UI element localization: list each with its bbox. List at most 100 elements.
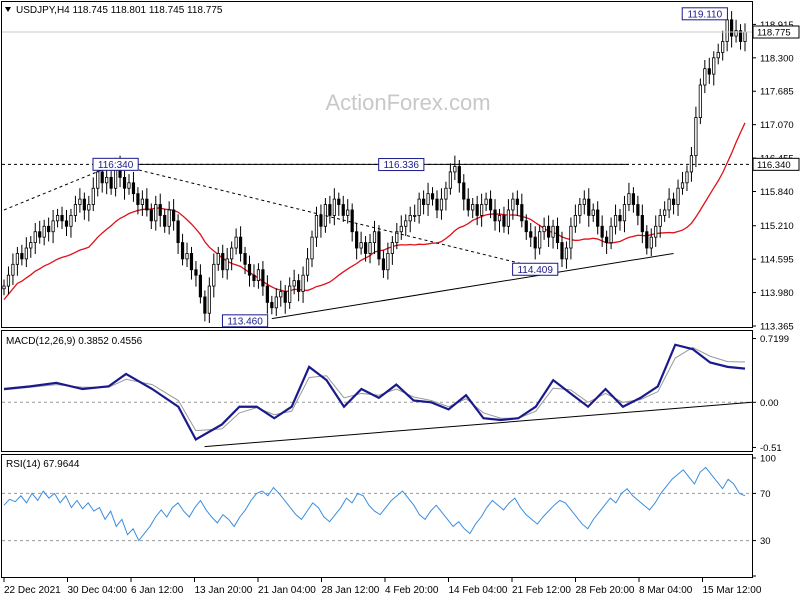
candle-body <box>176 220 180 243</box>
rsi-panel-frame <box>1 454 753 578</box>
candle-body <box>212 263 216 287</box>
candle-body <box>122 176 127 189</box>
x-tick-label: 6 Jan 12:00 <box>131 585 184 596</box>
macd-main-line <box>3 343 746 442</box>
candle-body <box>663 209 667 216</box>
candle-body <box>377 231 381 260</box>
last-price-tag-box <box>752 25 800 39</box>
candle-body <box>613 215 618 227</box>
candle-body <box>167 209 171 227</box>
candle-body <box>631 193 636 205</box>
x-tick-label: 4 Feb 20:00 <box>385 585 439 596</box>
candle-body <box>622 204 627 222</box>
collapse-triangle-icon[interactable] <box>5 7 11 12</box>
macd-tick-label: 0.7199 <box>760 334 789 345</box>
macd-panel-frame <box>1 330 753 452</box>
candle-body <box>11 263 15 276</box>
candle-body <box>381 258 386 271</box>
x-tick-label: 28 Jan 12:00 <box>322 585 380 596</box>
candle-body <box>234 236 238 249</box>
candle-body <box>149 209 153 222</box>
candle-body <box>359 242 363 249</box>
candle-body <box>422 198 426 205</box>
candle-body <box>180 242 185 260</box>
annotation-label: 114.409 <box>517 265 553 276</box>
candle-body <box>261 269 265 287</box>
x-tick-label: 15 Mar 12:00 <box>703 585 762 596</box>
candle-body <box>680 182 685 189</box>
trend-line <box>3 163 116 211</box>
candle-body <box>488 198 493 211</box>
candle-body <box>698 84 702 118</box>
x-tick-label: 21 Feb 12:00 <box>512 585 571 596</box>
candle-body <box>738 30 743 42</box>
candle-body <box>283 291 287 303</box>
price-tick-label: 115.210 <box>760 221 794 232</box>
annotation-label: 116.336 <box>384 160 420 171</box>
candle-body <box>105 176 109 184</box>
candle-body <box>453 166 457 173</box>
candle-body <box>91 187 95 205</box>
candle-body <box>636 204 640 216</box>
candle-body <box>38 231 42 238</box>
candle-body <box>546 225 551 238</box>
price-tick-label: 113.980 <box>760 288 794 299</box>
candle-body <box>42 225 46 238</box>
candle-body <box>69 215 73 227</box>
candle-body <box>480 204 484 216</box>
candle-body <box>109 176 113 189</box>
candle-body <box>587 198 591 216</box>
candle-body <box>24 247 28 260</box>
candle-body <box>337 198 341 205</box>
candle-body <box>386 253 390 271</box>
candle-body <box>542 225 546 233</box>
candle-body <box>609 225 613 243</box>
candle-body <box>439 198 444 211</box>
candle-body <box>314 215 319 238</box>
candle-body <box>203 296 207 314</box>
x-tick-label: 22 Dec 2021 <box>4 585 61 596</box>
candle-body <box>694 117 698 157</box>
candle-body <box>243 253 247 265</box>
candle-body <box>225 258 229 271</box>
candle-body <box>707 68 711 75</box>
macd-trend-line <box>204 401 753 448</box>
price-panel-title: USDJPY,H4 118.745 118.801 118.745 118.77… <box>16 5 223 16</box>
candle-body <box>87 204 91 211</box>
candle-body <box>703 68 707 86</box>
candle-body <box>551 225 555 238</box>
annotation-box <box>92 157 139 171</box>
candle-body <box>15 253 19 265</box>
candle-body <box>671 198 676 205</box>
candle-body <box>247 263 252 276</box>
candle-body <box>363 242 368 254</box>
candle-body <box>355 231 359 249</box>
candle-body <box>573 215 577 227</box>
candle-body <box>502 215 506 227</box>
candle-body <box>408 215 412 222</box>
candle-body <box>605 236 609 243</box>
candle-body <box>730 19 734 37</box>
candle-body <box>198 274 203 298</box>
candle-body <box>466 198 470 211</box>
candle-body <box>279 291 283 298</box>
rsi-tick-label: 30 <box>760 536 771 547</box>
candle-body <box>564 247 569 260</box>
candle-body <box>457 166 461 184</box>
candle-body <box>538 231 542 249</box>
x-tick-label: 30 Dec 04:00 <box>68 585 128 596</box>
candle-body <box>319 215 323 227</box>
price-tick-label: 117.685 <box>760 87 794 98</box>
candle-body <box>689 155 694 173</box>
candle-body <box>323 204 327 227</box>
candle-body <box>578 204 582 216</box>
candle-body <box>560 242 564 260</box>
candle-body <box>131 182 136 195</box>
candle-body <box>533 236 537 249</box>
rsi-panel-title: RSI(14) 67.9644 <box>6 459 80 470</box>
candle-body <box>288 285 292 303</box>
candle-body <box>305 258 310 276</box>
annotation-label: 116:340 <box>98 160 134 171</box>
candle-body <box>654 225 658 238</box>
candle-body <box>520 204 524 222</box>
